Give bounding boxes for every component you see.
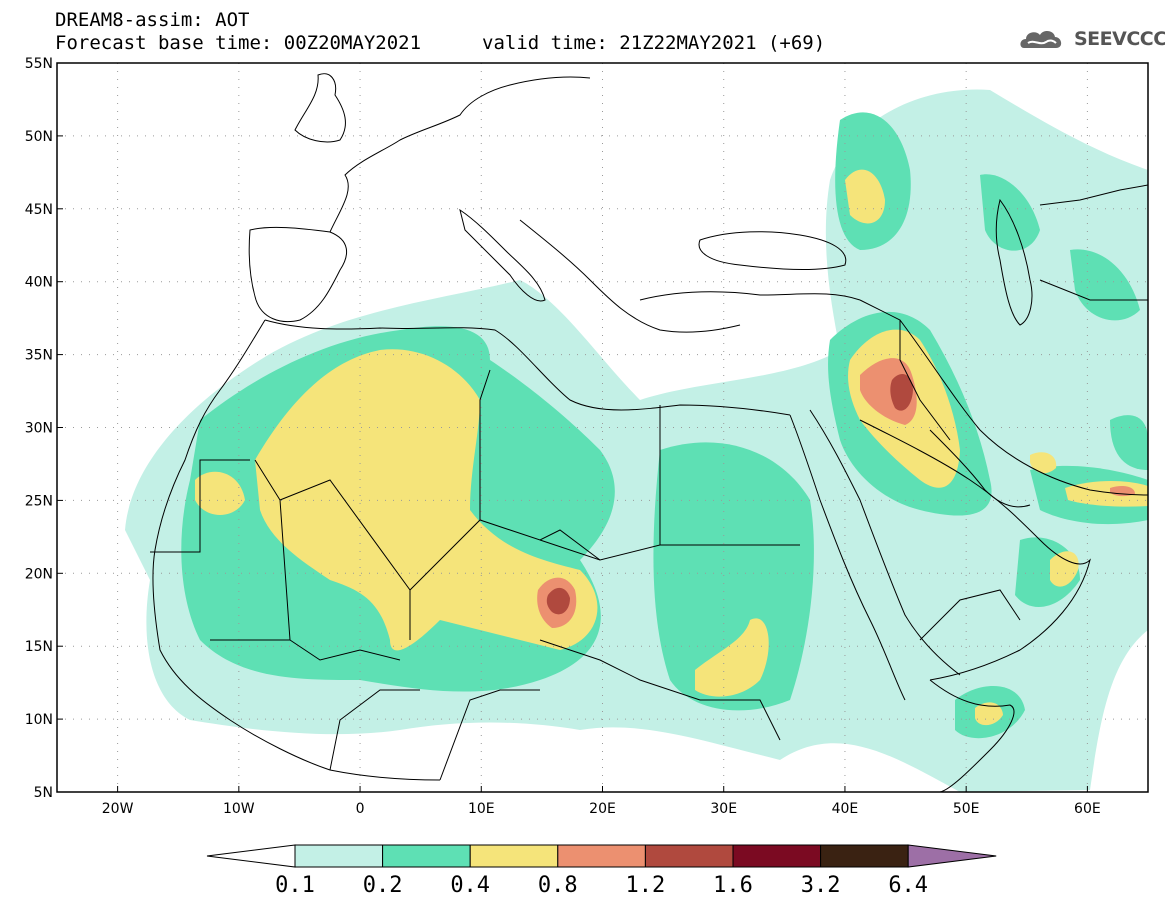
colorbar-box <box>469 844 559 868</box>
colorbar-label: 6.4 <box>888 873 928 898</box>
colorbar-under-triangle <box>206 844 296 868</box>
colorbar-box <box>382 844 471 868</box>
lon-tick-label: 10E <box>468 801 495 817</box>
colorbar-label: 1.6 <box>713 873 753 898</box>
lat-tick-label: 50N <box>25 129 53 145</box>
colorbar-label: 0.1 <box>275 873 315 898</box>
colorbar-box <box>820 844 909 868</box>
lat-tick-label: 10N <box>25 712 53 728</box>
colorbar-label: 0.8 <box>538 873 578 898</box>
lat-tick-label: 35N <box>25 348 53 364</box>
lon-tick-label: 40E <box>832 801 859 817</box>
lon-tick-label: 20E <box>589 801 616 817</box>
aot-level-5 <box>546 374 913 615</box>
lon-tick-label: 0 <box>356 801 365 817</box>
lon-tick-label: 50E <box>953 801 980 817</box>
lat-tick-label: 15N <box>25 639 53 655</box>
colorbar-box <box>557 844 646 868</box>
colorbar-label: 0.4 <box>450 873 490 898</box>
lon-tick-label: 10W <box>223 801 255 817</box>
lat-tick-label: 5N <box>34 785 53 801</box>
aot-colorbar: 0.1 0.2 0.4 0.8 1.2 1.6 3.2 6.4 <box>206 844 997 898</box>
lat-tick-label: 55N <box>25 56 53 72</box>
lat-tick-label: 40N <box>25 275 53 291</box>
colorbar-box <box>644 844 734 868</box>
colorbar-label: 3.2 <box>801 873 841 898</box>
logo-text: SEEVCCC <box>1074 28 1165 50</box>
lat-tick-label: 30N <box>25 421 53 437</box>
coastlines-borders <box>150 73 1148 792</box>
cloud-logo-icon <box>1020 31 1062 48</box>
lon-tick-label: 20W <box>102 801 134 817</box>
colorbar-over-triangle <box>907 844 997 868</box>
axis-ticks: 55N 50N 45N 40N 35N 30N 25N 20N 15N 10N 5N 20W 10W 0 1… <box>25 56 1101 817</box>
lat-tick-label: 25N <box>25 493 53 509</box>
forecast-base-time: Forecast base time: 00Z20MAY2021 <box>55 32 422 54</box>
lat-tick-label: 20N <box>25 566 53 582</box>
colorbar-box <box>294 844 384 868</box>
map-title: DREAM8-assim: AOT <box>55 9 250 31</box>
lat-tick-label: 45N <box>25 202 53 218</box>
lon-tick-label: 30E <box>710 801 737 817</box>
colorbar-label: 0.2 <box>363 873 403 898</box>
colorbar-box <box>732 844 822 868</box>
lon-tick-label: 60E <box>1074 801 1101 817</box>
colorbar-label: 1.2 <box>626 873 666 898</box>
valid-time: valid time: 21Z22MAY2021 (+69) <box>482 32 826 54</box>
